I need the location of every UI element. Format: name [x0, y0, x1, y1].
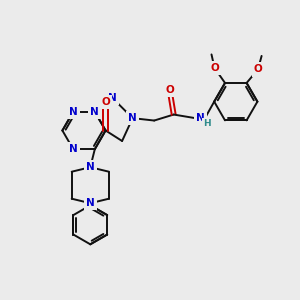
Text: N: N: [86, 198, 95, 208]
Text: N: N: [69, 107, 78, 117]
Text: O: O: [210, 63, 219, 73]
Text: O: O: [254, 64, 262, 74]
Text: N: N: [90, 107, 99, 117]
Text: N: N: [108, 93, 117, 103]
Text: N: N: [86, 162, 95, 172]
Text: H: H: [203, 119, 211, 128]
Text: O: O: [101, 97, 110, 107]
Text: O: O: [166, 85, 175, 95]
Text: N: N: [196, 113, 205, 123]
Text: N: N: [128, 113, 137, 123]
Text: N: N: [69, 144, 78, 154]
